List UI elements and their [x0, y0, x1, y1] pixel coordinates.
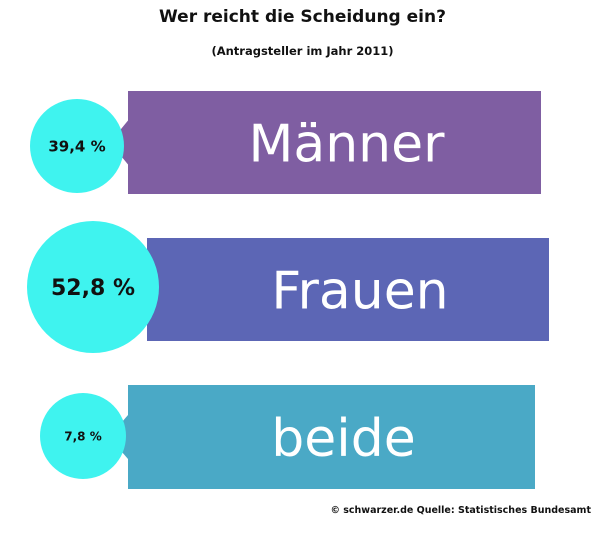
value-circle — [27, 221, 159, 353]
banner-beide — [109, 385, 535, 489]
value-circle — [30, 99, 124, 193]
banner-frauen — [128, 238, 549, 341]
value-label: 52,8 % — [51, 276, 135, 301]
source-note: © schwarzer.de Quelle: Statistisches Bun… — [330, 505, 591, 516]
value-label: 7,8 % — [64, 429, 101, 443]
value-circle — [40, 393, 126, 479]
category-label: beide — [271, 409, 415, 469]
category-label: Männer — [248, 115, 445, 175]
value-label: 39,4 % — [48, 137, 105, 155]
chart-title: Wer reicht die Scheidung ein? — [159, 7, 446, 27]
category-label: Frauen — [271, 262, 448, 322]
banner-männer — [110, 91, 541, 194]
chart-subtitle: (Antragsteller im Jahr 2011) — [211, 44, 394, 58]
